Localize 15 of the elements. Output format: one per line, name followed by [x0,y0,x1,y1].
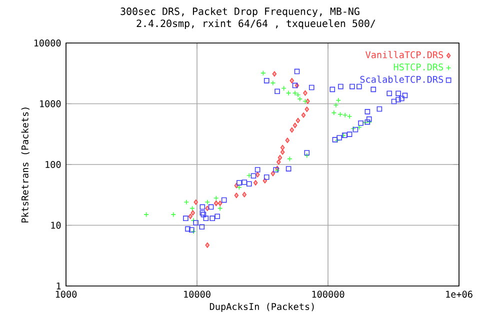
chart-title: 300sec DRS, Packet Drop Frequency, MB-NG [120,7,360,18]
x-tick-label: 1e+06 [446,290,472,298]
y-tick-label: 100 [46,160,61,168]
y-tick-label: 10 [51,222,61,229]
legend-label: VanillaTCP.DRS [366,51,444,58]
y-tick-label: 1 [56,282,61,290]
chart-subtitle: 2.4.20smp, rxint 64/64 , txqueuelen 500/ [136,19,376,30]
legend-label: HSTCP.DRS [394,63,444,70]
y-tick-label: 10000 [34,39,61,47]
x-tick-label: 10000 [184,290,210,298]
x-tick-label: 100000 [312,290,344,298]
y-axis-title: PktsRetrans (Packets) [21,108,30,222]
x-axis-title: DupAcksIn (Packets) [210,302,314,312]
y-tick-label: 1000 [40,100,61,108]
legend-label: ScalableTCP.DRS [360,76,444,83]
